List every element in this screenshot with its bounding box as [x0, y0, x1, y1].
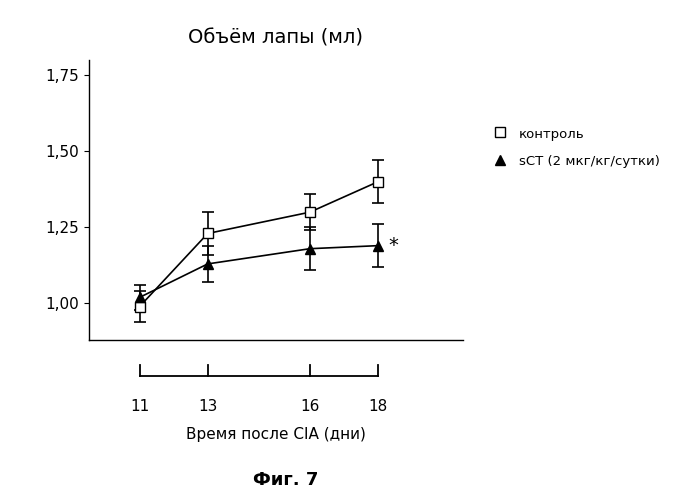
Title: Объём лапы (мл): Объём лапы (мл) [189, 28, 363, 48]
Text: 16: 16 [300, 399, 319, 414]
Text: 13: 13 [198, 399, 217, 414]
Text: Фиг. 7: Фиг. 7 [253, 471, 319, 489]
Text: 18: 18 [368, 399, 387, 414]
Legend: контроль, sCT (2 мкг/кг/сутки): контроль, sCT (2 мкг/кг/сутки) [488, 122, 663, 172]
Text: *: * [388, 236, 398, 255]
Text: Время после CIA (дни): Время после CIA (дни) [186, 427, 366, 442]
Text: 11: 11 [130, 399, 149, 414]
